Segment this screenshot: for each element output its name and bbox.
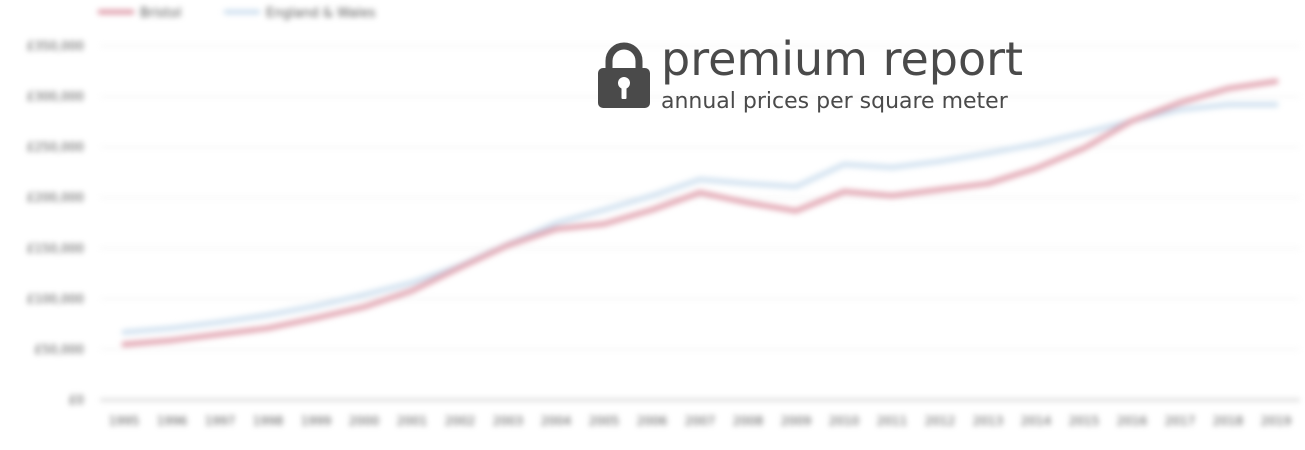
y-tick-label: £300,000 (27, 90, 84, 104)
data-point (1033, 141, 1039, 147)
data-point (505, 242, 511, 248)
y-tick-label: £250,000 (27, 140, 84, 154)
y-tick-label: £0 (69, 393, 84, 407)
data-point (1273, 102, 1279, 108)
data-point (1177, 107, 1183, 113)
x-tick-label: 2004 (541, 414, 572, 428)
x-tick-label: 2011 (877, 414, 908, 428)
premium-report-subtitle: annual prices per square meter (661, 89, 1008, 114)
x-tick-label: 2012 (925, 414, 956, 428)
data-point (889, 193, 895, 199)
y-tick-label: £350,000 (27, 39, 84, 53)
legend-label: Bristol (140, 6, 181, 21)
data-point (649, 193, 655, 199)
data-point (889, 164, 895, 170)
data-point (217, 319, 223, 325)
data-point (457, 265, 463, 271)
data-point (1273, 78, 1279, 84)
legend-label: England & Wales (266, 6, 376, 21)
data-point (313, 303, 319, 309)
data-point (745, 181, 751, 187)
x-tick-label: 2008 (733, 414, 764, 428)
lock-icon (598, 42, 650, 108)
data-point (1177, 100, 1183, 106)
data-point (361, 304, 367, 310)
x-tick-label: 1999 (301, 414, 332, 428)
data-point (985, 181, 991, 187)
data-point (121, 341, 127, 347)
data-point (1225, 102, 1231, 108)
data-point (553, 226, 559, 232)
data-point (361, 292, 367, 298)
chart-lines (121, 78, 1279, 347)
y-tick-label: £100,000 (27, 292, 84, 306)
data-point (265, 312, 271, 318)
data-point (937, 158, 943, 164)
chart-legend: Bristol England & Wales (97, 6, 376, 21)
data-point (793, 184, 799, 190)
y-tick-label: £50,000 (34, 342, 84, 356)
data-point (745, 200, 751, 206)
x-tick-label: 2013 (973, 414, 1004, 428)
x-tick-label: 2019 (1261, 414, 1292, 428)
data-point (409, 288, 415, 294)
x-tick-label: 2010 (829, 414, 860, 428)
data-point (793, 208, 799, 214)
data-point (265, 325, 271, 331)
x-tick-label: 2018 (1213, 414, 1244, 428)
x-tick-label: 2017 (1165, 414, 1196, 428)
x-tick-label: 2014 (1021, 414, 1052, 428)
x-tick-label: 2005 (589, 414, 620, 428)
data-point (841, 161, 847, 167)
x-tick-label: 1996 (157, 414, 188, 428)
series-line (121, 78, 1279, 347)
data-point (697, 177, 703, 183)
y-tick-label: £200,000 (27, 191, 84, 205)
data-point (169, 325, 175, 331)
data-point (217, 331, 223, 337)
data-point (409, 280, 415, 286)
x-tick-label: 2006 (637, 414, 668, 428)
data-point (601, 221, 607, 227)
x-tick-label: 2016 (1117, 414, 1148, 428)
x-tick-label: 1998 (253, 414, 284, 428)
x-tick-label: 2001 (397, 414, 428, 428)
x-tick-label: 2003 (493, 414, 524, 428)
data-point (1081, 130, 1087, 136)
chart-grid (100, 45, 1300, 401)
data-point (313, 315, 319, 321)
x-tick-label: 1997 (205, 414, 236, 428)
x-axis: 1995 1996 1997 1998 1999 2000 2001 2002 2003 2004… (109, 414, 1292, 428)
data-point (169, 337, 175, 343)
x-tick-label: 2015 (1069, 414, 1100, 428)
premium-report-title: premium report (661, 32, 1024, 86)
data-point (649, 207, 655, 213)
premium-report-overlay: premium report annual prices per square … (596, 36, 1066, 120)
data-point (937, 187, 943, 193)
data-point (1081, 145, 1087, 151)
y-tick-label: £150,000 (27, 241, 84, 255)
x-tick-label: 2000 (349, 414, 380, 428)
data-point (1033, 165, 1039, 171)
x-tick-label: 2009 (781, 414, 812, 428)
data-point (1225, 85, 1231, 91)
data-point (985, 150, 991, 156)
x-tick-label: 1995 (109, 414, 140, 428)
data-point (121, 329, 127, 335)
data-point (697, 190, 703, 196)
x-tick-label: 2007 (685, 414, 716, 428)
x-tick-label: 2002 (445, 414, 476, 428)
data-point (1129, 118, 1135, 124)
data-point (841, 189, 847, 195)
y-axis: £0 £50,000 £100,000 £150,000 £200,000 £250,00… (27, 39, 84, 407)
data-point (553, 220, 559, 226)
data-point (601, 207, 607, 213)
